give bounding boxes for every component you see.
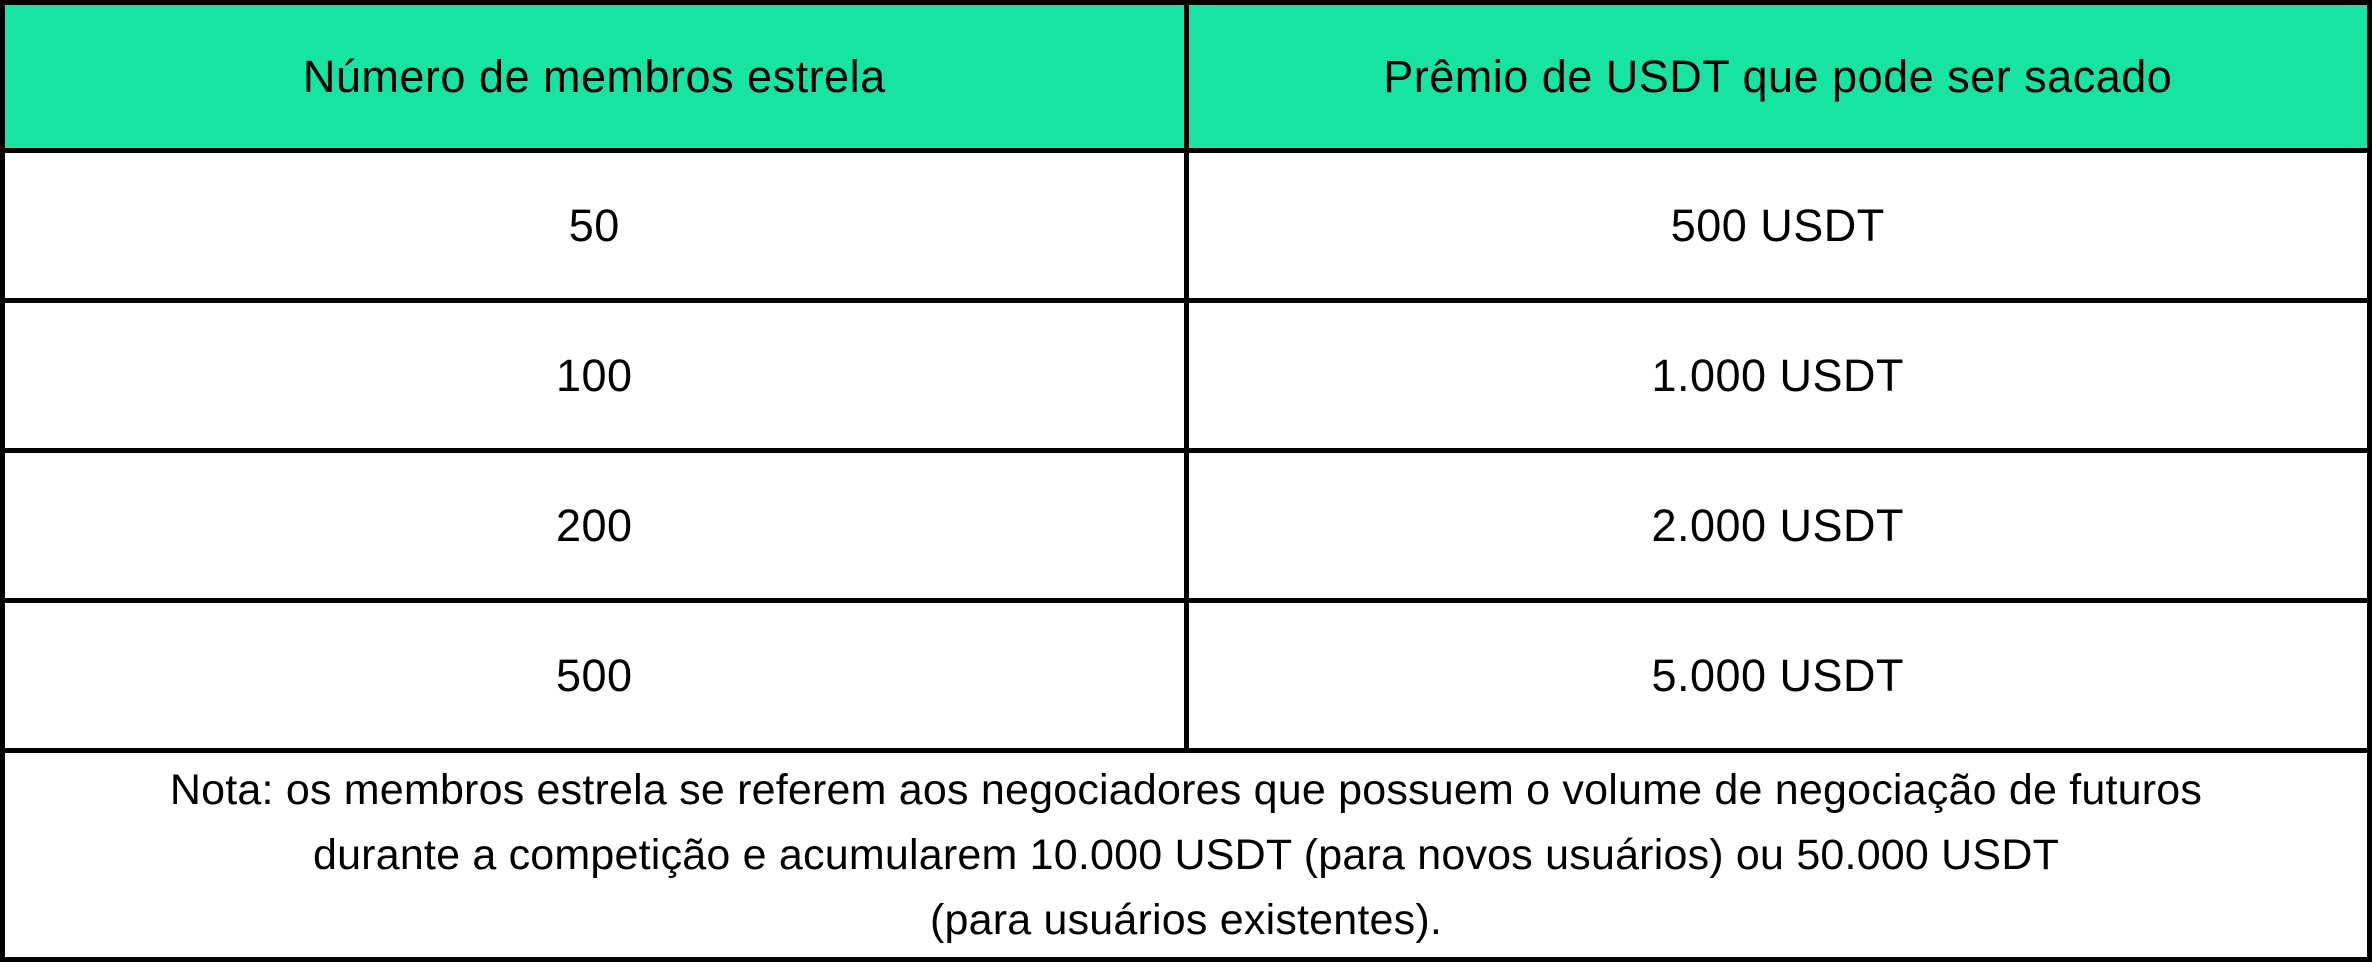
members-count-cell: 500: [0, 598, 1189, 753]
table-row: 500 5.000 USDT: [0, 598, 2372, 753]
note-cell: Nota: os membros estrela se referem aos …: [0, 748, 2372, 962]
table-row: 200 2.000 USDT: [0, 448, 2372, 603]
prize-amount-cell: 5.000 USDT: [1183, 598, 2372, 753]
note-line-3: (para usuários existentes).: [929, 895, 1443, 944]
header-usdt-prize-withdrawable: Prêmio de USDT que pode ser sacado: [1183, 0, 2372, 153]
table-row: 100 1.000 USDT: [0, 298, 2372, 453]
prize-amount-cell: 500 USDT: [1183, 148, 2372, 303]
table-row: 50 500 USDT: [0, 148, 2372, 303]
members-count-cell: 50: [0, 148, 1189, 303]
members-count-cell: 200: [0, 448, 1189, 603]
members-count-cell: 100: [0, 298, 1189, 453]
header-number-of-star-members: Número de membros estrela: [0, 0, 1189, 153]
table-header-row: Número de membros estrela Prêmio de USDT…: [0, 0, 2372, 153]
note-line-1: Nota: os membros estrela se referem aos …: [169, 765, 2203, 814]
prize-amount-cell: 2.000 USDT: [1183, 448, 2372, 603]
note-row: Nota: os membros estrela se referem aos …: [0, 748, 2372, 962]
note-line-2: durante a competição e acumularem 10.000…: [312, 830, 2060, 879]
prize-amount-cell: 1.000 USDT: [1183, 298, 2372, 453]
